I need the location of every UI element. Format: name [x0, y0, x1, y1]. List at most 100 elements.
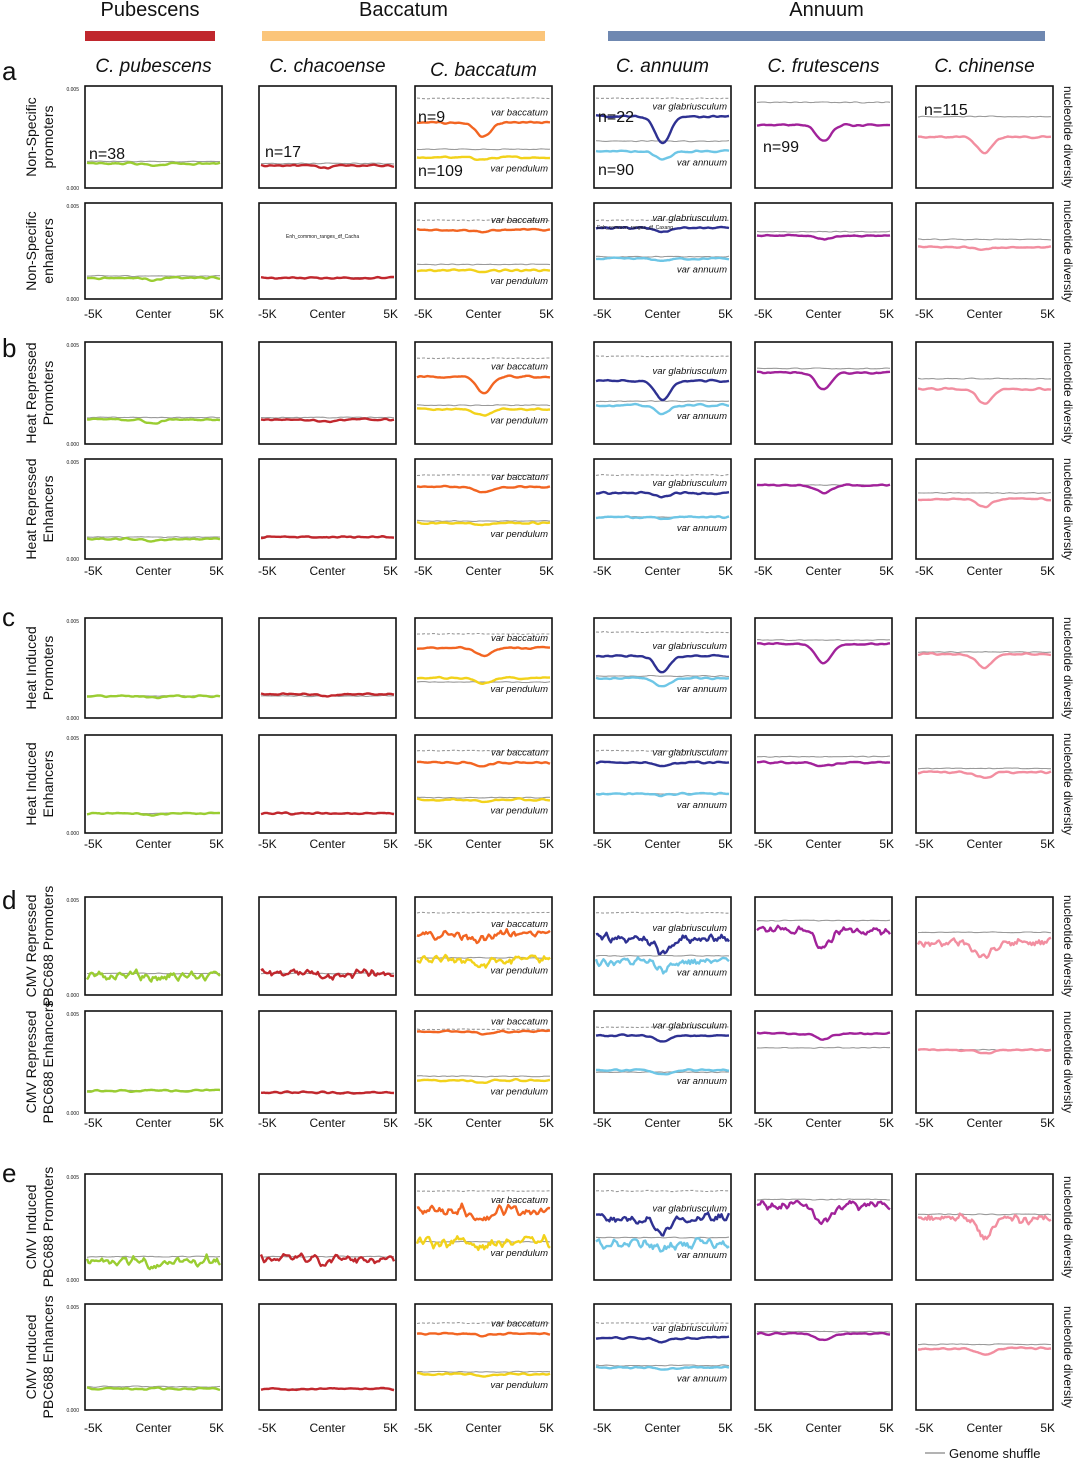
variety-label-var-annuum: var annuum	[677, 265, 727, 276]
panel-cmv-repressed-pbc688-enhancers-c-pubescens: 0.000 0.005 -5K Center 5K	[66, 1010, 224, 1130]
x-tick-center: Center	[966, 1421, 1002, 1435]
row-label-heat-induced-promoters: Heat Induced Promoters	[23, 626, 56, 709]
row-label-line2: Enhancers	[40, 751, 56, 818]
x-tick-center: Center	[135, 1421, 171, 1435]
panel-frame	[754, 458, 893, 560]
variety-label-var-pendulum: var pendulum	[490, 1086, 548, 1097]
panel-non-specific-promoters-c-pubescens: 0.000 0.005	[66, 85, 223, 192]
series-line-var-glabriusculum	[595, 114, 730, 145]
y-tick-min: 0.000	[66, 186, 79, 192]
panel-cmv-induced-pbc688-promoters-c-chinense	[915, 1173, 1054, 1281]
variety-label-var-glabriusculum: var glabriusculum	[653, 478, 728, 489]
series-line-chacoense	[260, 692, 395, 698]
x-tick-center: Center	[644, 1421, 680, 1435]
series-line-var-annuum	[594, 956, 730, 975]
series-line-chacoense	[259, 1252, 396, 1268]
sample-count-label: n=17	[265, 144, 301, 161]
genome-shuffle-line	[757, 1046, 891, 1049]
y-tick-max: 0.005	[66, 460, 79, 466]
variety-label-var-baccatum: var baccatum	[491, 215, 548, 226]
series-line-chinense	[917, 1212, 1052, 1241]
panel-frame	[915, 341, 1054, 445]
series-line-var-baccatum	[416, 227, 551, 234]
series-line-var-baccatum	[417, 760, 551, 768]
genome-shuffle-line	[756, 1198, 891, 1201]
panel-frame	[258, 85, 397, 189]
panel-frame	[754, 734, 893, 834]
series-line-pubescens	[86, 161, 221, 167]
x-tick-center: Center	[966, 307, 1002, 321]
x-tick-center: Center	[966, 564, 1002, 578]
panel-cmv-induced-pbc688-promoters-c-baccatum: var baccatum var pendulum	[414, 1173, 553, 1281]
x-tick-center: Center	[465, 837, 501, 851]
series-line-chinense	[917, 386, 1052, 405]
x-tick-center: Center	[805, 1116, 841, 1130]
series-line-var-pendulum	[416, 521, 551, 527]
panel-frame	[414, 85, 553, 189]
side-label: nucleotide diversity	[1061, 617, 1075, 719]
panel-letter-c: c	[2, 602, 15, 632]
panel-frame	[915, 85, 1054, 189]
panel-heat-induced-enhancers-c-pubescens: 0.000 0.005 -5K Center 5K	[66, 734, 224, 851]
series-line-var-pendulum	[416, 675, 551, 685]
panel-heat-induced-enhancers-c-chacoense: -5K Center 5K	[258, 734, 398, 851]
panel-frame	[915, 1173, 1054, 1281]
x-tick-left: -5K	[593, 564, 612, 578]
x-tick-left: -5K	[84, 837, 103, 851]
series-line-pubescens	[86, 417, 221, 425]
side-label: nucleotide diversity	[1061, 342, 1075, 444]
panel-frame	[754, 341, 893, 445]
panel-cmv-induced-pbc688-enhancers-c-frutescens: -5K Center 5K	[754, 1303, 894, 1435]
variety-label-var-pendulum: var pendulum	[490, 163, 548, 174]
series-line-var-annuum	[595, 791, 730, 798]
panel-non-specific-promoters-c-frutescens	[754, 85, 893, 189]
x-tick-center: Center	[465, 307, 501, 321]
panel-cmv-repressed-pbc688-enhancers-c-frutescens: -5K Center 5K	[754, 1010, 894, 1130]
panel-heat-induced-enhancers-c-frutescens: -5K Center 5K	[754, 734, 894, 851]
x-tick-center: Center	[309, 564, 345, 578]
series-line-pubescens	[86, 1386, 221, 1392]
variety-label-var-baccatum: var baccatum	[491, 747, 548, 758]
series-line-frutescens	[756, 924, 891, 950]
panel-cmv-induced-pbc688-promoters-c-annuum: var glabriusculum var annuum	[593, 1173, 732, 1281]
genome-shuffle-line	[918, 650, 1051, 654]
x-tick-center: Center	[805, 564, 841, 578]
genome-shuffle-line	[87, 160, 220, 163]
x-tick-center: Center	[805, 1421, 841, 1435]
series-line-var-baccatum	[416, 1202, 551, 1222]
genome-shuffle-line	[595, 1236, 730, 1239]
x-tick-right: 5K	[718, 1116, 733, 1130]
x-tick-left: -5K	[593, 307, 612, 321]
series-line-var-glabriusculum	[595, 653, 730, 674]
series-line-var-annuum	[595, 149, 730, 161]
series-line-chinense	[917, 135, 1051, 155]
series-line-chinense	[917, 770, 1052, 779]
side-label-text: nucleotide diversity	[1061, 458, 1075, 560]
side-label-text: nucleotide diversity	[1061, 617, 1075, 719]
panel-heat-repressed-promoters-c-frutescens	[754, 341, 893, 445]
panel-frame	[754, 85, 893, 189]
row-label-heat-repressed-promoters: Heat Repressed Promoters	[23, 342, 56, 443]
genome-shuffle-line	[416, 632, 551, 635]
genome-shuffle-line	[417, 1075, 550, 1078]
y-tick-max: 0.005	[66, 898, 79, 904]
panel-cmv-repressed-pbc688-promoters-c-chinense	[915, 896, 1054, 996]
variety-label-var-baccatum: var baccatum	[491, 108, 548, 119]
series-line-chacoense	[261, 535, 395, 540]
series-line-var-annuum	[595, 515, 730, 521]
side-label: nucleotide diversity	[1061, 1011, 1075, 1113]
x-tick-left: -5K	[754, 1421, 773, 1435]
y-tick-min: 0.000	[66, 1408, 79, 1414]
variety-label-var-baccatum: var baccatum	[491, 1319, 548, 1330]
panel-heat-induced-promoters-c-annuum: var glabriusculum var annuum	[593, 617, 732, 719]
series-line-var-pendulum	[416, 797, 550, 804]
side-label: nucleotide diversity	[1061, 200, 1075, 302]
genome-shuffle-line	[917, 238, 1052, 241]
panel-heat-repressed-enhancers-c-baccatum: var baccatum var pendulum -5K Center 5K	[414, 458, 554, 578]
x-tick-center: Center	[805, 837, 841, 851]
x-tick-right: 5K	[209, 564, 224, 578]
series-line-chinense	[916, 936, 1052, 959]
panel-heat-repressed-enhancers-c-annuum: var glabriusculum var annuum -5K Center 5K	[593, 458, 733, 578]
genome-shuffle-line	[595, 355, 730, 358]
series-line-var-glabriusculum	[596, 490, 730, 499]
